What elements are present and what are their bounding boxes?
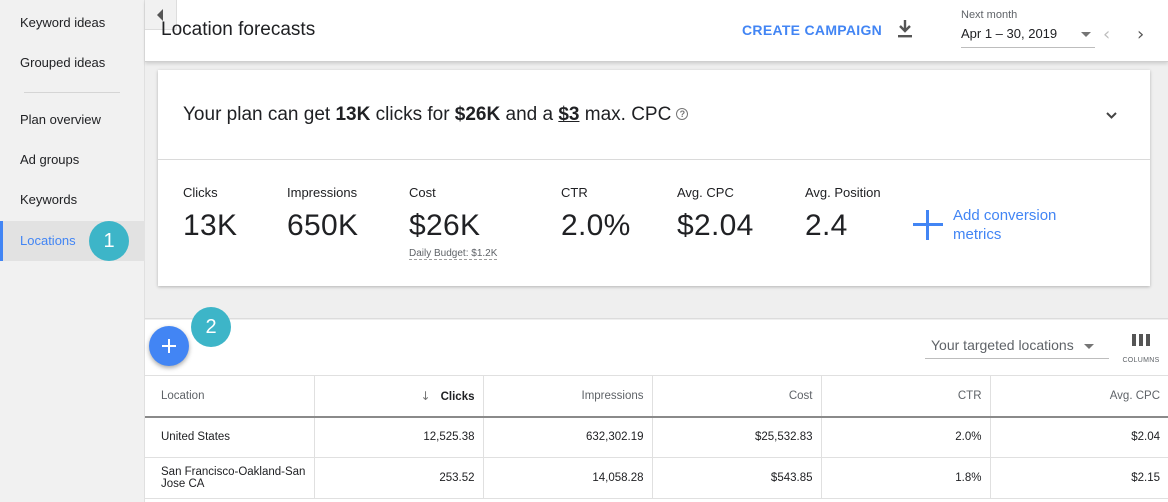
metric-avg-cpc: Avg. CPC $2.04 — [677, 185, 754, 242]
page-title: Location forecasts — [161, 19, 316, 40]
cell-ctr: 1.8% — [821, 457, 991, 499]
chevron-left-icon[interactable]: ‹ — [1103, 24, 1111, 45]
columns-button[interactable]: COLUMNS — [1120, 334, 1162, 364]
download-icon[interactable] — [896, 19, 914, 39]
sidebar-item-keyword-ideas[interactable]: Keyword ideas — [20, 15, 106, 30]
step-badge-2: 2 — [191, 307, 231, 347]
sidebar-item-keywords[interactable]: Keywords — [20, 192, 78, 207]
help-icon[interactable]: ? — [676, 108, 689, 120]
sidebar-divider — [24, 92, 120, 93]
cell-cost: $25,532.83 — [652, 416, 822, 458]
metric-impressions: Impressions 650K — [287, 185, 359, 242]
table-toolbar — [145, 320, 1168, 376]
column-header-avg-cpc[interactable]: Avg. CPC — [1109, 389, 1160, 402]
cell-cost: $543.85 — [652, 457, 822, 499]
column-header-impressions[interactable]: Impressions — [483, 375, 653, 417]
sidebar-item-plan-overview[interactable]: Plan overview — [20, 112, 101, 127]
summary-header[interactable]: Your plan can get 13K clicks for $26K an… — [158, 70, 1150, 160]
location-filter-value: Your targeted locations — [931, 337, 1074, 353]
date-range-select[interactable]: Apr 1 – 30, 2019 — [961, 26, 1095, 48]
cell-avg-cpc: $2.04 — [1131, 431, 1160, 444]
daily-budget-link[interactable]: Daily Budget: $1.2K — [409, 248, 498, 260]
column-header-cost[interactable]: Cost — [652, 375, 822, 417]
divider — [145, 318, 1168, 319]
cell-location: San Francisco-Oakland-San Jose CA — [145, 457, 315, 499]
table-row[interactable]: San Francisco-Oakland-San Jose CA 253.52… — [145, 457, 1168, 499]
cell-impressions: 632,302.19 — [483, 416, 653, 458]
add-location-button[interactable] — [149, 326, 189, 366]
cell-avg-cpc: $2.15 — [1131, 472, 1160, 484]
table-row[interactable]: United States 12,525.38 632,302.19 $25,5… — [145, 416, 1168, 458]
max-cpc-link[interactable]: $3 — [558, 104, 580, 125]
date-range-value: Apr 1 – 30, 2019 — [961, 26, 1058, 41]
arrow-down-icon: ↓ — [420, 388, 431, 403]
metric-avg-position: Avg. Position 2.4 — [805, 185, 881, 242]
metric-cost: Cost $26K Daily Budget: $1.2K — [409, 185, 498, 260]
forecast-summary-card: Your plan can get 13K clicks for $26K an… — [158, 70, 1150, 286]
dropdown-caret-icon — [1084, 344, 1094, 349]
dropdown-caret-icon — [1081, 32, 1091, 37]
sidebar-item-grouped-ideas[interactable]: Grouped ideas — [20, 55, 106, 70]
metric-clicks: Clicks 13K — [183, 185, 238, 242]
add-conversion-label: Add conversion metrics — [953, 207, 1057, 243]
columns-icon — [1132, 334, 1150, 346]
collapse-sidebar-button[interactable] — [145, 0, 177, 30]
locations-table: Location ↓ Clicks Impressions Cost CTR Av… — [145, 375, 1168, 499]
chevron-down-icon[interactable] — [1106, 110, 1117, 121]
date-range-label: Next month — [961, 9, 1018, 21]
cell-clicks: 12,525.38 — [314, 416, 484, 458]
plus-icon — [913, 210, 943, 240]
cell-impressions: 14,058.28 — [483, 457, 653, 499]
cell-clicks: 253.52 — [314, 457, 484, 499]
column-header-clicks[interactable]: ↓ Clicks — [314, 375, 484, 417]
column-header-ctr[interactable]: CTR — [821, 375, 991, 417]
cell-location: United States — [145, 416, 315, 458]
location-filter-select[interactable]: Your targeted locations — [925, 337, 1109, 359]
create-campaign-button[interactable]: CREATE CAMPAIGN — [742, 22, 883, 38]
columns-label: COLUMNS — [1122, 357, 1160, 364]
cell-ctr: 2.0% — [821, 416, 991, 458]
plan-summary-sentence: Your plan can get 13K clicks for $26K an… — [183, 104, 689, 126]
step-badge-1: 1 — [89, 221, 129, 261]
sidebar-item-ad-groups[interactable]: Ad groups — [20, 152, 80, 167]
table-header-row: Location ↓ Clicks Impressions Cost CTR Av… — [145, 375, 1168, 417]
column-header-location[interactable]: Location — [145, 375, 315, 417]
metric-ctr: CTR 2.0% — [561, 185, 631, 242]
page-header: Location forecasts CREATE CAMPAIGN Next … — [145, 0, 1168, 62]
chevron-right-icon[interactable]: › — [1137, 24, 1145, 45]
